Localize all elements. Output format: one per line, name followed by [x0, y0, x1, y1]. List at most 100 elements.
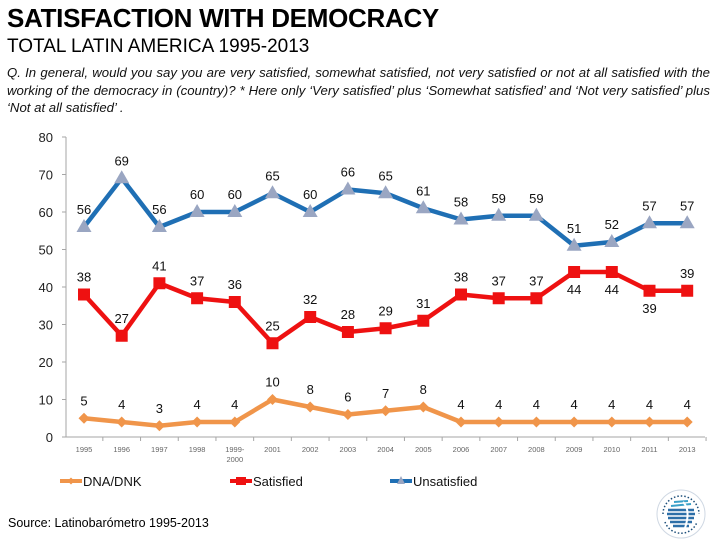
x-tick-label: 2008: [528, 445, 545, 454]
data-label-unsatisfied: 65: [265, 168, 279, 183]
data-label-unsatisfied: 56: [77, 202, 91, 217]
x-tick-label: 2013: [679, 445, 696, 454]
x-tick-label: 2009: [566, 445, 583, 454]
data-point-satisfied: [341, 326, 354, 338]
y-tick-label: 30: [39, 318, 53, 333]
x-tick-label: 2001: [264, 445, 281, 454]
data-point-satisfied: [228, 296, 241, 308]
data-label-satisfied: 44: [605, 282, 619, 297]
data-label-unsatisfied: 60: [228, 187, 242, 202]
data-label-satisfied: 39: [680, 266, 694, 281]
legend-swatch-marker: [397, 476, 405, 484]
data-label-dna-dnk: 4: [118, 397, 125, 412]
legend-item-dna-dnk: DNA/DNK: [60, 474, 142, 489]
y-tick-label: 70: [39, 168, 53, 183]
data-point-unsatisfied: [378, 185, 394, 199]
x-tick-label: 2007: [490, 445, 507, 454]
data-point-unsatisfied: [227, 204, 243, 217]
y-tick-label: 0: [46, 430, 53, 445]
data-point-unsatisfied: [566, 237, 582, 251]
x-tick-label: 1995: [76, 445, 93, 454]
x-tick-label: 2011: [641, 445, 657, 454]
data-point-satisfied: [605, 266, 618, 278]
data-label-dna-dnk: 4: [495, 397, 502, 412]
y-tick-label: 20: [39, 355, 53, 370]
y-tick-label: 50: [39, 243, 53, 258]
page-subtitle: TOTAL LATIN AMERICA 1995-2013: [7, 36, 310, 57]
latinobarometro-logo-icon: [656, 489, 706, 539]
data-label-unsatisfied: 61: [416, 183, 430, 198]
data-point-unsatisfied: [415, 200, 431, 214]
data-point-dna-dnk: [455, 416, 467, 428]
data-point-satisfied: [78, 288, 90, 301]
data-label-dna-dnk: 4: [533, 397, 540, 412]
data-point-unsatisfied: [151, 219, 167, 232]
legend-item-satisfied: Satisfied: [230, 474, 303, 489]
data-point-dna-dnk: [530, 416, 542, 428]
data-label-unsatisfied: 58: [454, 195, 468, 210]
data-point-satisfied: [643, 284, 656, 297]
data-point-unsatisfied: [528, 207, 544, 221]
data-label-satisfied: 31: [416, 296, 430, 311]
data-point-dna-dnk: [380, 405, 392, 417]
legend-swatch-marker: [67, 477, 75, 485]
x-tick-label: 2006: [453, 445, 470, 454]
data-point-satisfied: [492, 292, 505, 305]
data-point-unsatisfied: [114, 170, 130, 184]
data-point-dna-dnk: [417, 401, 429, 413]
data-label-satisfied: 25: [265, 318, 279, 333]
x-tick-label: 1997: [151, 445, 168, 454]
data-label-satisfied: 27: [114, 311, 128, 326]
legend-label: Unsatisfied: [413, 474, 477, 489]
data-label-unsatisfied: 57: [642, 198, 656, 213]
data-label-dna-dnk: 10: [265, 375, 279, 390]
data-label-satisfied: 44: [567, 282, 581, 297]
legend-swatch-marker: [236, 477, 246, 485]
data-label-dna-dnk: 6: [344, 390, 351, 405]
chart-legend: DNA/DNK Satisfied Unsatisfied: [60, 474, 477, 489]
data-point-dna-dnk: [78, 412, 90, 424]
legend-label: DNA/DNK: [83, 474, 142, 489]
data-label-satisfied: 38: [77, 270, 91, 285]
legend-item-unsatisfied: Unsatisfied: [390, 474, 477, 489]
data-point-satisfied: [153, 277, 166, 290]
y-tick-label: 80: [39, 130, 53, 145]
data-point-satisfied: [191, 292, 204, 305]
data-label-dna-dnk: 4: [570, 397, 577, 412]
x-tick-label: 2003: [340, 445, 357, 454]
data-point-unsatisfied: [76, 219, 92, 232]
x-tick-label: 2010: [603, 445, 620, 454]
data-point-satisfied: [379, 322, 392, 335]
data-point-unsatisfied: [302, 204, 318, 217]
data-label-dna-dnk: 4: [457, 397, 464, 412]
x-tick-label: 2005: [415, 445, 432, 454]
x-tick-label: 1996: [113, 445, 130, 454]
data-label-satisfied: 37: [529, 273, 543, 288]
data-label-satisfied: 29: [378, 303, 392, 318]
data-point-dna-dnk: [191, 416, 203, 428]
data-label-satisfied: 41: [152, 258, 166, 273]
data-label-unsatisfied: 60: [303, 187, 317, 202]
data-point-dna-dnk: [153, 420, 165, 432]
data-label-unsatisfied: 57: [680, 198, 694, 213]
data-label-satisfied: 36: [228, 277, 242, 292]
series-satisfied: [78, 266, 694, 350]
data-point-dna-dnk: [342, 409, 354, 420]
data-label-unsatisfied: 59: [491, 191, 505, 206]
series-unsatisfied: [76, 170, 695, 251]
data-point-unsatisfied: [340, 181, 356, 195]
data-label-dna-dnk: 4: [193, 397, 200, 412]
y-tick-label: 10: [39, 393, 53, 408]
legend-label: Satisfied: [253, 474, 303, 489]
data-label-dna-dnk: 4: [684, 397, 691, 412]
data-point-dna-dnk: [229, 416, 241, 428]
x-tick-label: 1998: [189, 445, 206, 454]
data-point-dna-dnk: [267, 394, 278, 405]
data-label-unsatisfied: 66: [341, 165, 355, 180]
data-label-dna-dnk: 4: [646, 397, 653, 412]
data-label-satisfied: 32: [303, 292, 317, 307]
data-label-dna-dnk: 3: [156, 401, 163, 416]
data-label-unsatisfied: 65: [378, 168, 392, 183]
